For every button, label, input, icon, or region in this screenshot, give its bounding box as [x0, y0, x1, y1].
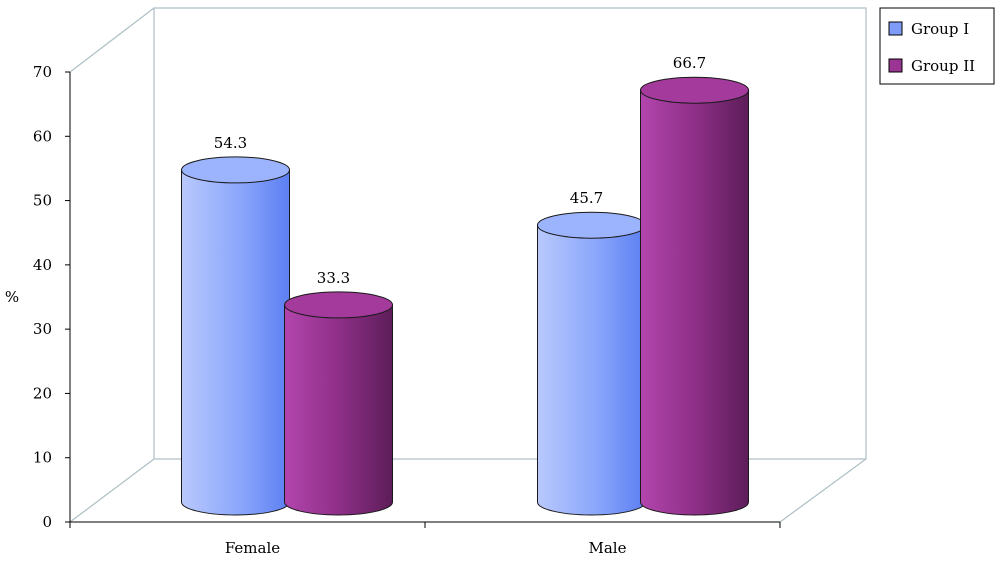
chart-frame	[69, 7, 867, 523]
bars: 54.3 33.3 45.7 66.7	[181, 54, 749, 516]
y-tick-label: 10	[33, 449, 52, 467]
x-category-label: Female	[225, 539, 280, 557]
data-label: 45.7	[570, 189, 603, 207]
bar-group-i-female: 54.3	[181, 134, 290, 516]
legend-label: Group II	[911, 57, 975, 75]
data-label: 66.7	[673, 54, 706, 72]
floor-right-edge	[779, 458, 867, 523]
bar-body	[537, 224, 646, 516]
bar-body	[640, 89, 749, 516]
legend-items: Group I Group II	[888, 20, 975, 75]
legend-swatch	[888, 21, 903, 36]
y-tick-label: 20	[33, 384, 52, 402]
y-axis-ticks: 0 10 20 30 40 50 60 70	[33, 63, 70, 531]
y-tick-label: 30	[33, 320, 52, 338]
y-tick-label: 40	[33, 256, 52, 274]
legend-label: Group I	[911, 20, 969, 38]
back-wall	[153, 7, 867, 460]
bar-group-i-male: 45.7	[537, 189, 646, 516]
data-label: 33.3	[317, 269, 350, 287]
bar-body	[181, 169, 290, 516]
bar-top	[640, 76, 749, 104]
bar-body	[284, 304, 393, 516]
bar-group-ii-male: 66.7	[640, 54, 749, 516]
y-tick-label: 50	[33, 192, 52, 210]
left-wall-top-edge	[69, 7, 155, 73]
y-tick-label: 60	[33, 127, 52, 145]
bar-top	[284, 291, 393, 319]
y-axis-title: %	[5, 288, 19, 306]
y-tick-label: 70	[33, 63, 52, 81]
y-tick-label: 0	[42, 513, 52, 531]
bar-top	[537, 211, 646, 239]
data-label: 54.3	[214, 134, 247, 152]
bar-top	[181, 156, 290, 184]
legend-swatch	[888, 58, 903, 73]
left-wall-bottom-edge	[69, 458, 155, 523]
x-category-label: Male	[589, 539, 627, 557]
legend: Group I Group II	[879, 7, 995, 85]
x-axis-ticks: Female Male	[69, 522, 781, 557]
bar-group-ii-female: 33.3	[284, 269, 393, 516]
